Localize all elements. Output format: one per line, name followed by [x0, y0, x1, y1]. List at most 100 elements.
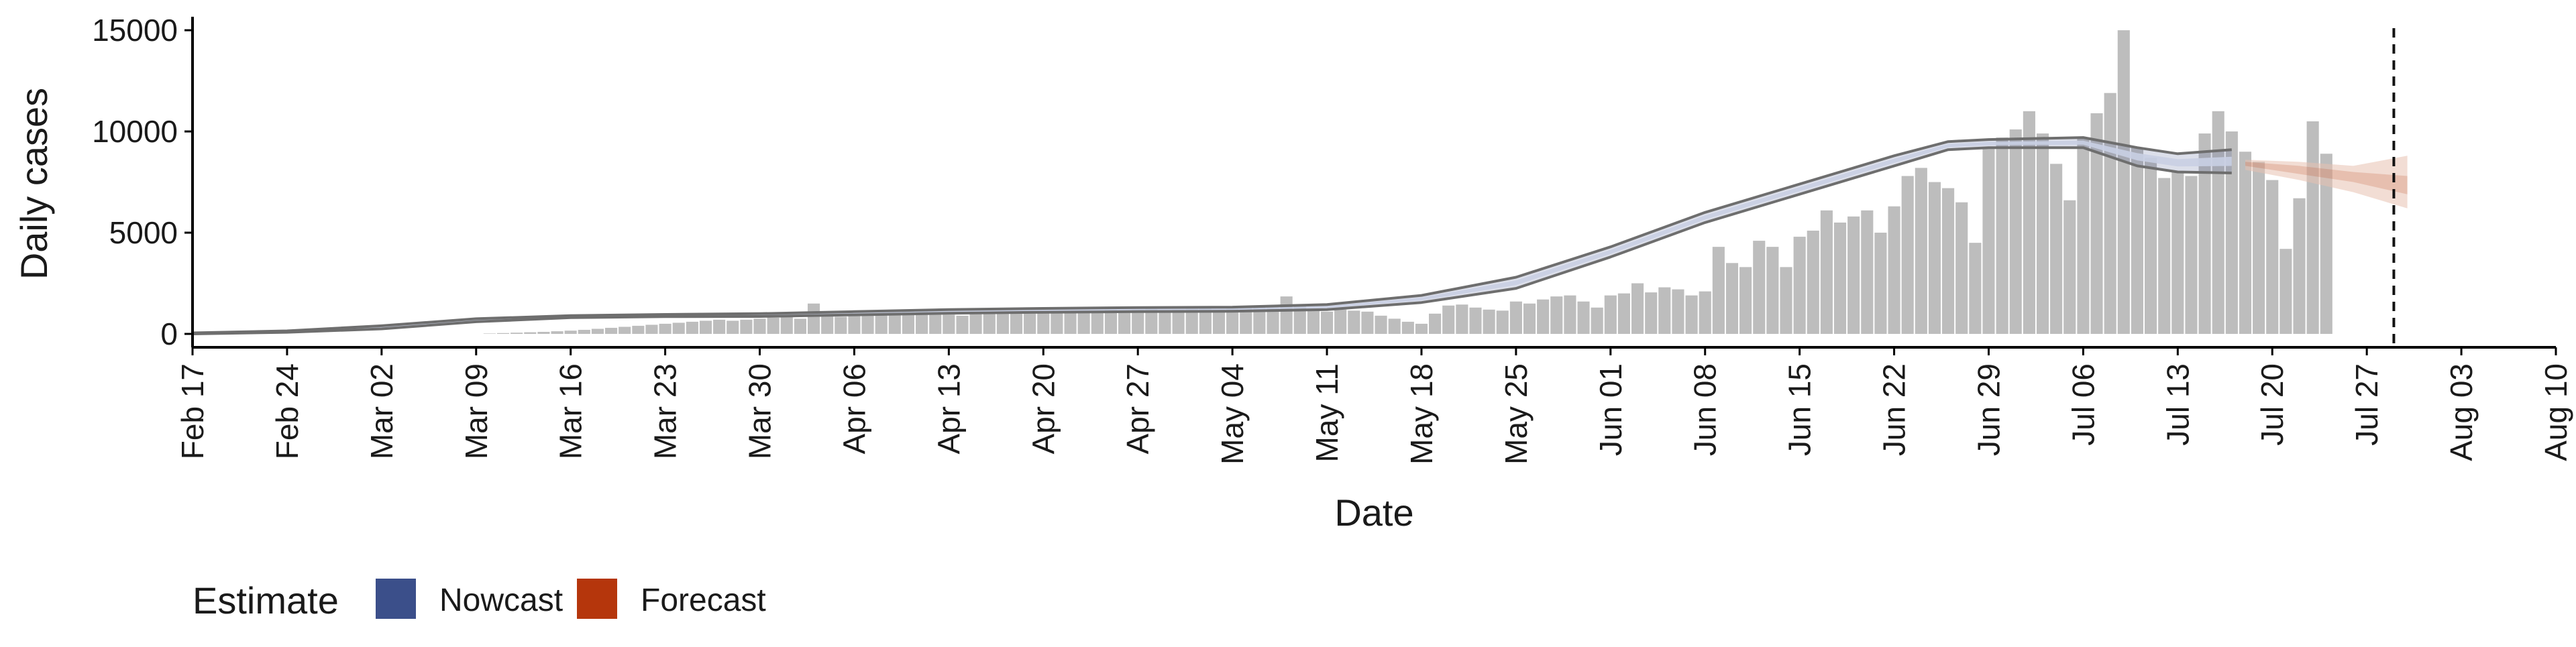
- bar: [1104, 309, 1117, 334]
- x-tick-label: Jul 13: [2160, 363, 2195, 446]
- legend-swatch-nowcast: [376, 579, 416, 619]
- bar: [835, 316, 847, 334]
- bar: [1550, 296, 1563, 334]
- bar: [2050, 164, 2063, 334]
- x-tick-label: May 18: [1404, 363, 1439, 465]
- bar: [1725, 263, 1739, 334]
- bar: [1658, 287, 1671, 334]
- bar: [591, 329, 604, 334]
- bar: [2023, 111, 2035, 334]
- bar: [1253, 305, 1266, 334]
- bar: [1401, 321, 1414, 334]
- bar: [848, 315, 861, 334]
- bar: [727, 320, 739, 334]
- bar: [1577, 301, 1590, 334]
- bar: [1010, 311, 1023, 334]
- bar: [1320, 311, 1334, 334]
- bar: [2009, 129, 2022, 335]
- bar: [1037, 311, 1050, 334]
- bar: [1199, 307, 1212, 334]
- bar: [1212, 309, 1226, 334]
- x-tick-label: Mar 23: [648, 363, 683, 459]
- bar: [969, 312, 982, 334]
- bar: [551, 331, 564, 334]
- x-tick-label: Apr 20: [1026, 363, 1061, 455]
- bar: [1793, 237, 1806, 334]
- bar: [2212, 111, 2224, 334]
- bar: [1280, 296, 1293, 334]
- bar: [2306, 121, 2319, 334]
- bar: [2320, 154, 2332, 334]
- bar: [1118, 310, 1131, 334]
- x-tick-label: Aug 03: [2444, 363, 2479, 461]
- bar: [537, 331, 550, 334]
- bar: [1685, 295, 1698, 334]
- bar: [1172, 309, 1185, 334]
- bar: [1955, 202, 1968, 334]
- x-tick-label: Apr 06: [837, 363, 871, 455]
- nowcast-lower-line: [192, 146, 2232, 335]
- nowcast-upper-line: [192, 136, 2232, 335]
- y-tick-label: 0: [160, 316, 178, 351]
- bar: [2185, 176, 2198, 334]
- x-tick-label: Jun 01: [1593, 363, 1628, 456]
- bar: [1509, 301, 1522, 334]
- bar: [1483, 309, 1495, 334]
- bar: [483, 333, 496, 334]
- y-tick-label: 15000: [92, 13, 178, 48]
- bar: [2198, 133, 2211, 334]
- bar: [1077, 310, 1090, 334]
- bar: [2117, 30, 2130, 334]
- bar: [1051, 312, 1063, 334]
- bar: [2145, 158, 2157, 334]
- bar: [740, 319, 753, 334]
- bar: [1861, 210, 1874, 334]
- bar: [1375, 315, 1387, 334]
- bar: [1996, 137, 2008, 334]
- y-tick-label: 10000: [92, 114, 178, 149]
- bar: [996, 312, 1009, 334]
- bar: [1564, 295, 1576, 334]
- bar: [888, 312, 901, 334]
- bar: [1361, 311, 1374, 334]
- forecast-inner-band: [2245, 162, 2408, 194]
- bar: [619, 327, 631, 334]
- bar: [2279, 249, 2292, 334]
- x-tick-label: Jun 15: [1782, 363, 1817, 456]
- x-tick-label: Apr 27: [1120, 363, 1155, 455]
- bar: [1712, 247, 1725, 334]
- bar: [2171, 172, 2184, 334]
- bar: [632, 325, 645, 334]
- bar: [753, 318, 766, 334]
- bar: [1415, 323, 1428, 334]
- legend-label-nowcast: Nowcast: [439, 583, 563, 618]
- bar: [1496, 310, 1509, 334]
- bar: [1307, 309, 1320, 334]
- bar: [916, 309, 928, 334]
- x-tick-label: Jul 27: [2349, 363, 2384, 446]
- bar: [1820, 210, 1833, 334]
- legend-label-forecast: Forecast: [641, 583, 766, 618]
- bar: [1672, 289, 1684, 334]
- bar: [672, 322, 685, 334]
- bar: [2225, 131, 2238, 334]
- bar: [564, 331, 577, 334]
- x-tick-label: May 04: [1215, 363, 1250, 465]
- bar: [767, 317, 780, 334]
- x-tick-label: Apr 13: [931, 363, 966, 455]
- bar: [1928, 182, 1941, 334]
- x-tick-label: Feb 24: [270, 363, 305, 459]
- bar: [713, 319, 726, 334]
- bar: [1807, 231, 1819, 334]
- x-tick-label: Jul 06: [2065, 363, 2100, 446]
- bar: [2077, 137, 2090, 334]
- bar: [2239, 152, 2252, 334]
- bar: [1982, 148, 1995, 334]
- bar: [1699, 291, 1711, 334]
- x-tick-label: Feb 17: [175, 363, 210, 459]
- bar: [1591, 307, 1603, 334]
- x-tick-label: Jun 29: [1971, 363, 2006, 456]
- bar: [1523, 303, 1536, 334]
- x-tick-label: May 25: [1499, 363, 1534, 465]
